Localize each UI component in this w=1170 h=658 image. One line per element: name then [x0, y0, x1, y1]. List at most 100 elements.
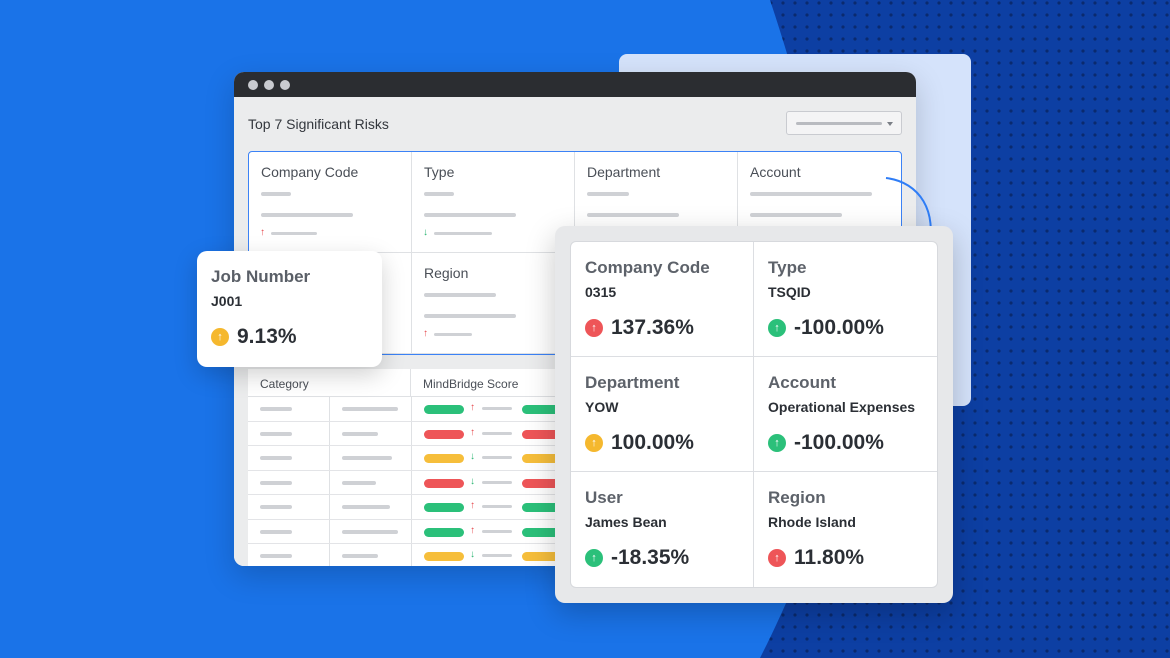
detail-percent: 100.00%	[611, 431, 694, 454]
job-number-percent-row: ↑ 9.13%	[211, 325, 368, 349]
column-divider	[411, 519, 412, 543]
page-title: Top 7 Significant Risks	[248, 116, 389, 132]
detail-percent: 11.80%	[794, 546, 865, 569]
score-pill	[522, 478, 562, 488]
score-pill	[522, 527, 562, 537]
column-divider	[411, 397, 412, 421]
column-divider	[411, 446, 412, 470]
window-titlebar	[234, 72, 916, 97]
placeholder-bar	[261, 192, 291, 196]
arrow-down-icon: ↓	[470, 549, 475, 560]
detail-cell-account[interactable]: Account Operational Expenses ↑ -100.00%	[754, 357, 937, 472]
detail-label: Department	[585, 373, 680, 392]
placeholder-bar	[342, 480, 376, 485]
detail-value: YOW	[585, 399, 619, 415]
placeholder-bar	[342, 431, 378, 436]
placeholder-bar	[434, 232, 492, 235]
risk-card-region[interactable]: Region ↑	[412, 253, 575, 354]
trend-up-icon: ↑	[211, 328, 229, 346]
detail-card: Company Code 0315 ↑ 137.36% Type TSQID ↑…	[555, 226, 953, 603]
score-pill	[424, 478, 464, 488]
placeholder-bar	[261, 213, 353, 217]
placeholder-bar	[342, 529, 398, 534]
placeholder-bar	[424, 192, 454, 196]
trend-up-icon: ↑	[585, 319, 603, 337]
risk-card-label: Company Code	[261, 164, 359, 180]
detail-percent-row: ↑ -100.00%	[768, 316, 923, 340]
placeholder-bar	[342, 554, 378, 558]
risk-card-type[interactable]: Type ↓	[412, 152, 575, 253]
filter-dropdown[interactable]	[786, 111, 902, 135]
placeholder-bar	[260, 505, 292, 509]
detail-percent: -100.00%	[794, 431, 884, 454]
detail-percent-row: ↑ 100.00%	[585, 431, 739, 455]
score-pill	[424, 527, 464, 537]
column-header-category[interactable]: Category	[248, 369, 411, 396]
score-pill	[522, 405, 562, 414]
arrow-down-icon: ↓	[470, 451, 475, 462]
detail-value: James Bean	[585, 514, 667, 530]
detail-cell-user[interactable]: User James Bean ↑ -18.35%	[571, 472, 754, 587]
arrow-up-icon: ↑	[470, 402, 475, 413]
score-pill	[522, 429, 562, 439]
placeholder-bar	[434, 333, 472, 336]
window-dot-icon[interactable]	[280, 79, 290, 90]
risk-card-company-code[interactable]: Company Code ↑	[249, 152, 412, 253]
detail-percent-row: ↑ 137.36%	[585, 316, 739, 340]
score-pill	[424, 552, 464, 561]
chevron-down-icon	[887, 122, 893, 126]
job-number-value: J001	[211, 293, 243, 309]
placeholder-bar	[260, 480, 292, 485]
trend-up-icon: ↑	[585, 549, 603, 567]
detail-label: Region	[768, 488, 826, 507]
column-divider	[329, 519, 330, 543]
detail-value: 0315	[585, 284, 617, 300]
column-header-score[interactable]: MindBridge Score	[423, 377, 519, 391]
placeholder-bar	[260, 554, 292, 558]
placeholder-bar	[482, 456, 512, 459]
arrow-up-icon: ↑	[470, 524, 475, 536]
placeholder-bar	[260, 529, 292, 534]
placeholder-bar	[587, 192, 629, 196]
column-divider	[329, 397, 330, 421]
arrow-up-icon: ↑	[260, 227, 265, 238]
placeholder-bar	[482, 505, 512, 508]
column-divider	[411, 544, 412, 566]
detail-percent-row: ↑ 11.80%	[768, 546, 923, 570]
window-dot-icon[interactable]	[248, 79, 258, 90]
column-divider	[329, 421, 330, 445]
placeholder-bar	[482, 529, 512, 533]
detail-percent: -100.00%	[794, 316, 884, 339]
dropdown-placeholder-bar	[796, 122, 882, 125]
placeholder-bar	[260, 407, 292, 411]
placeholder-bar	[260, 456, 292, 460]
detail-label: Type	[768, 258, 807, 277]
window-dot-icon[interactable]	[264, 79, 274, 90]
arrow-down-icon: ↓	[423, 227, 428, 238]
arrow-up-icon: ↑	[470, 500, 475, 511]
score-pill	[424, 405, 464, 414]
arrow-down-icon: ↓	[470, 475, 475, 487]
table-row[interactable]: ↓	[248, 544, 902, 566]
score-pill	[522, 454, 562, 463]
placeholder-bar	[342, 505, 390, 509]
job-number-card[interactable]: Job Number J001 ↑ 9.13%	[197, 251, 382, 367]
placeholder-bar	[424, 293, 496, 297]
column-divider	[411, 421, 412, 445]
detail-value: TSQID	[768, 284, 811, 300]
detail-cell-company-code[interactable]: Company Code 0315 ↑ 137.36%	[571, 242, 754, 357]
arrow-up-icon: ↑	[470, 426, 475, 438]
detail-cell-department[interactable]: Department YOW ↑ 100.00%	[571, 357, 754, 472]
placeholder-bar	[271, 232, 317, 235]
placeholder-bar	[750, 213, 842, 217]
column-divider	[411, 470, 412, 494]
detail-cell-region[interactable]: Region Rhode Island ↑ 11.80%	[754, 472, 937, 587]
trend-up-icon: ↑	[768, 434, 786, 452]
detail-cell-type[interactable]: Type TSQID ↑ -100.00%	[754, 242, 937, 357]
column-divider	[329, 446, 330, 470]
score-pill	[522, 503, 562, 512]
score-pill	[522, 552, 562, 561]
column-divider	[329, 544, 330, 566]
column-divider	[329, 495, 330, 519]
placeholder-bar	[260, 431, 292, 436]
